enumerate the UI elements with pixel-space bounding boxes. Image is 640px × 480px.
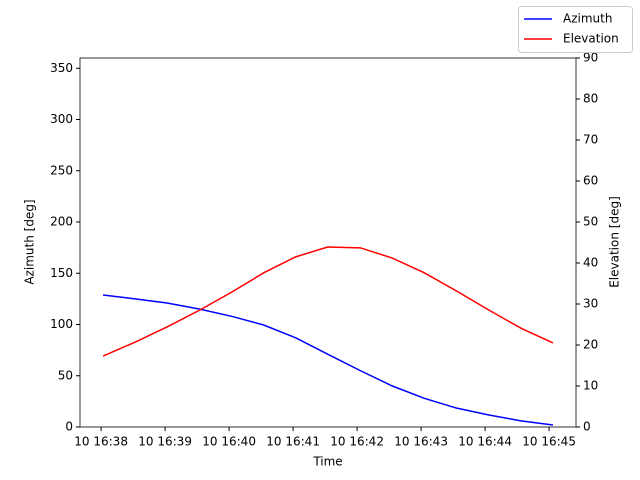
line-series [102,246,554,357]
line-series [102,294,554,426]
y-tick-label: 0 [65,420,73,434]
y2-tick-label: 10 [583,379,598,393]
y2-axis-label: Elevation [deg] [608,196,622,288]
y-tick-label: 350 [50,61,73,75]
y-tick-label: 200 [50,215,73,229]
legend-label: Azimuth [563,12,612,26]
x-tick-label: 10 16:40 [202,435,256,449]
y2-tick-label: 60 [583,174,598,188]
y2-tick-label: 70 [583,133,598,147]
y-axis-label: Azimuth [deg] [23,199,37,284]
legend-label: Elevation [563,32,619,46]
plot-frame [79,57,577,428]
x-tick-label: 10 16:45 [522,435,576,449]
legend-box [518,6,633,53]
y-tick-label: 300 [50,112,73,126]
x-tick-label: 10 16:38 [74,435,128,449]
y-tick-label: 250 [50,163,73,177]
y-tick-label: 150 [50,266,73,280]
x-tick-label: 10 16:43 [394,435,448,449]
x-tick-label: 10 16:42 [330,435,384,449]
x-tick-label: 10 16:41 [266,435,320,449]
y2-tick-label: 0 [583,420,591,434]
x-tick-label: 10 16:39 [138,435,192,449]
y2-tick-label: 30 [583,297,598,311]
x-tick-label: 10 16:44 [458,435,512,449]
y2-tick-label: 50 [583,215,598,229]
y2-tick-label: 90 [583,51,598,65]
x-axis-label: Time [312,455,342,469]
y2-tick-label: 40 [583,256,598,270]
y-tick-label: 50 [58,368,73,382]
y-tick-label: 100 [50,317,73,331]
y2-tick-label: 20 [583,338,598,352]
y2-tick-label: 80 [583,92,598,106]
